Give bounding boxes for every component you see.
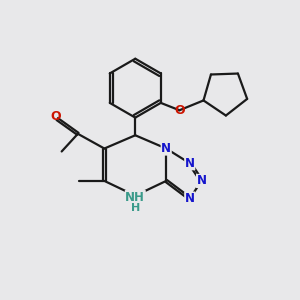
Text: NH: NH <box>125 190 145 204</box>
Text: H: H <box>131 203 140 213</box>
Text: N: N <box>196 174 206 188</box>
Text: N: N <box>185 192 195 205</box>
Text: O: O <box>174 104 185 117</box>
Text: N: N <box>161 142 171 155</box>
Text: N: N <box>185 157 195 170</box>
Text: O: O <box>50 110 61 123</box>
